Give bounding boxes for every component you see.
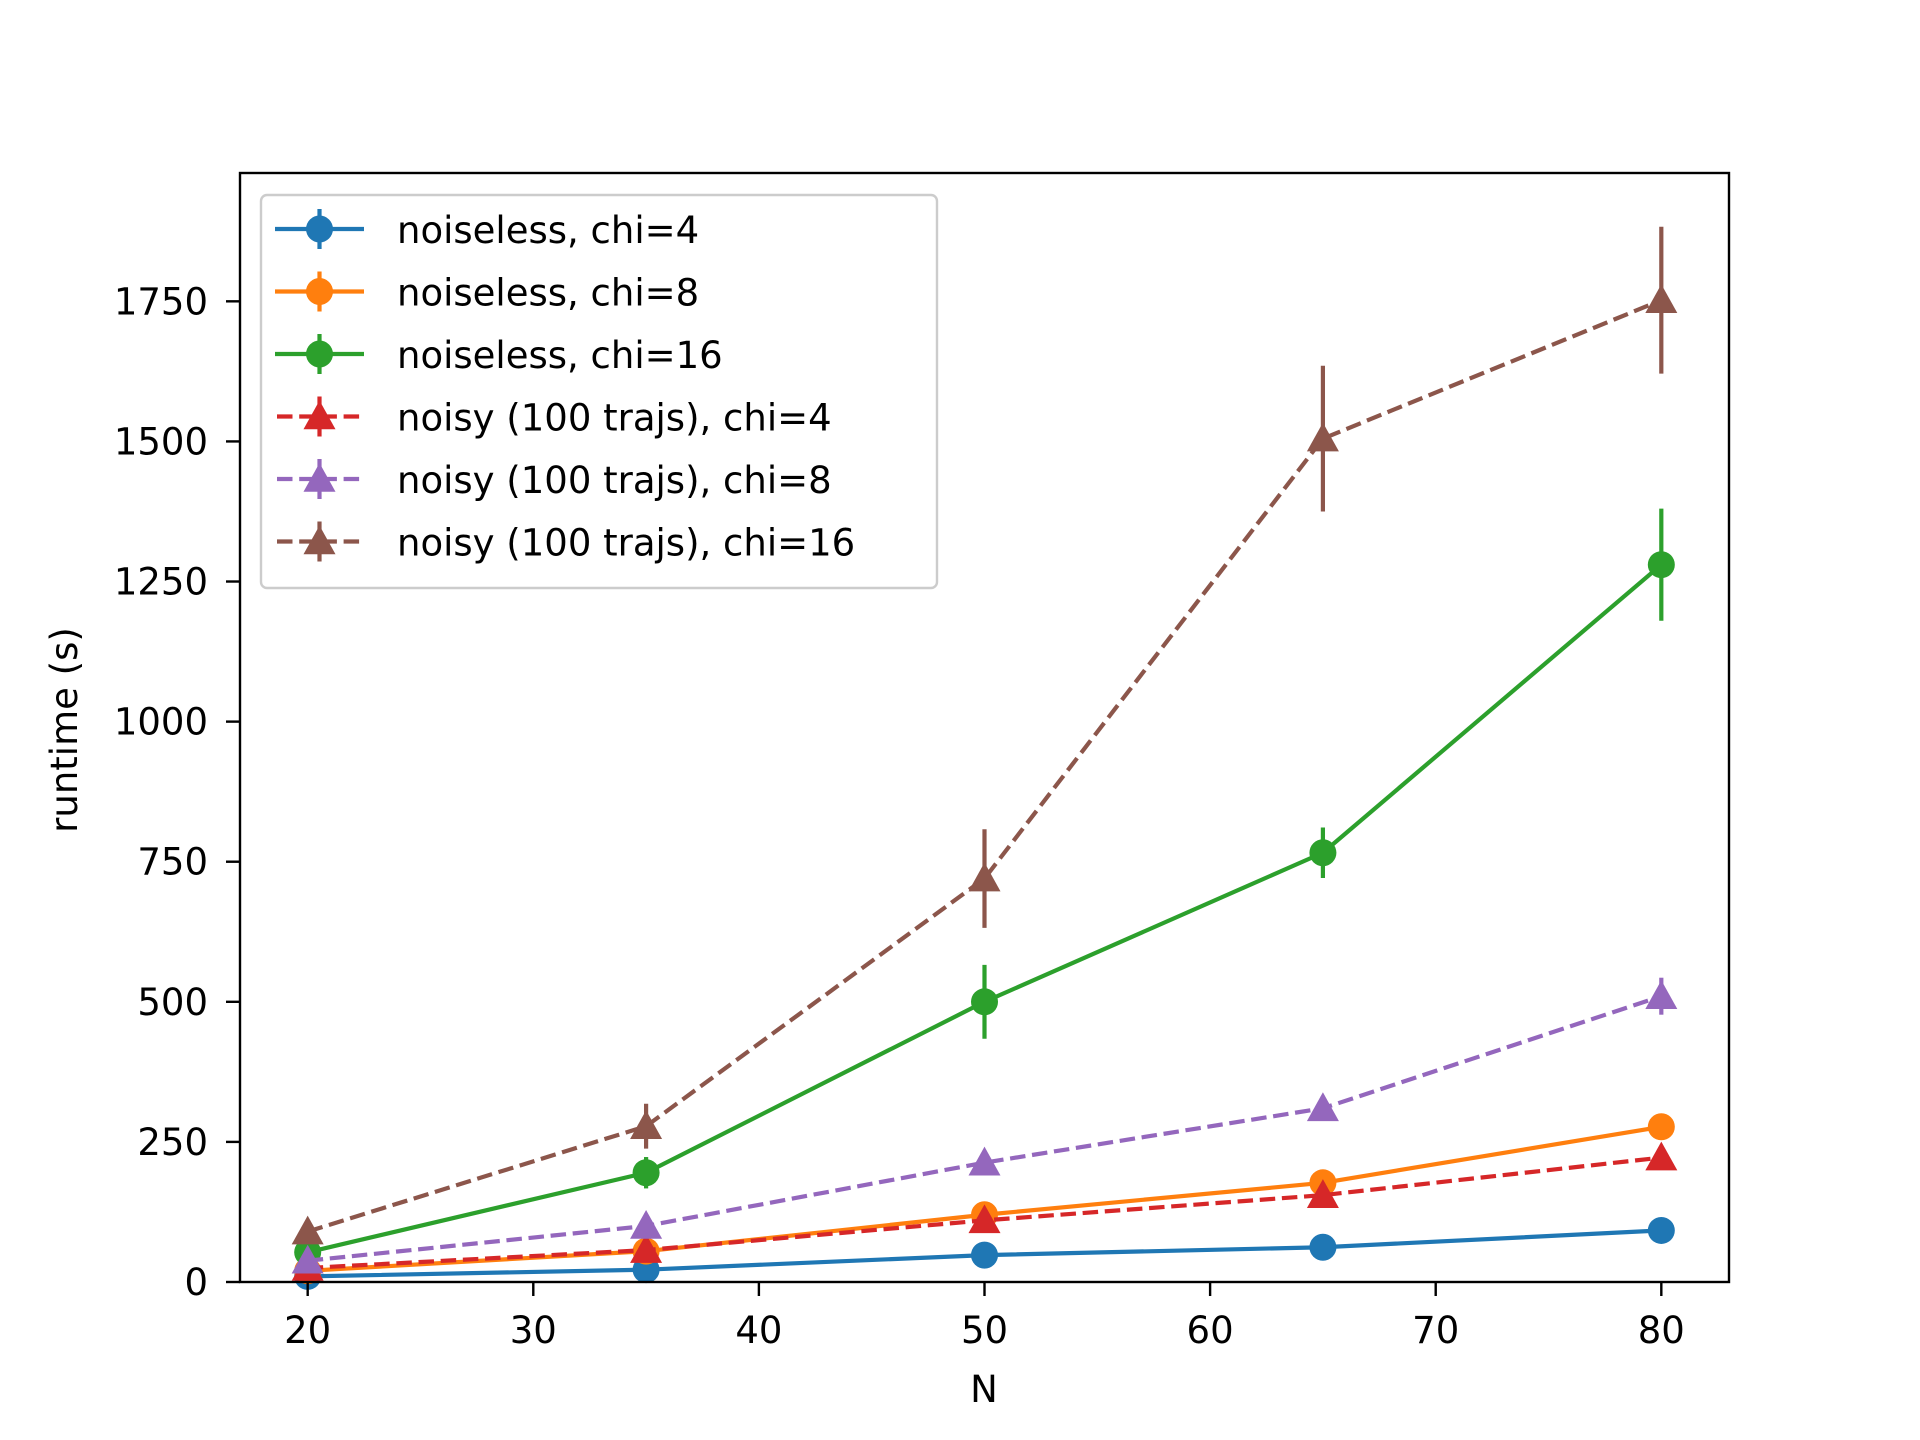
data-point: [630, 1110, 663, 1140]
legend: noiseless, chi=4 noiseless, chi=8 noiseles…: [259, 193, 939, 590]
y-tick-label: 1750: [114, 280, 208, 323]
data-point: [1645, 284, 1678, 314]
y-axis-ticks: 0 250 500 750 1000 1250 1500 1750: [114, 280, 240, 1304]
series-layer: [291, 226, 1678, 1290]
legend-marker: [303, 400, 336, 430]
legend-label: noisy (100 trajs), chi=16: [397, 522, 855, 565]
legend-item: noiseless, chi=16: [275, 334, 723, 377]
legend-item: noisy (100 trajs), chi=8: [277, 459, 832, 502]
y-tick-label: 0: [184, 1261, 208, 1304]
data-point: [1645, 1141, 1678, 1171]
data-point: [971, 988, 998, 1016]
x-tick-label: 80: [1638, 1309, 1685, 1352]
series-line: [307, 298, 1663, 1234]
legend-frame: [259, 193, 939, 590]
y-axis-label: runtime (s): [43, 627, 86, 833]
legend-item: noiseless, chi=4: [275, 209, 699, 252]
legend-item: noisy (100 trajs), chi=16: [277, 521, 855, 565]
x-tick-label: 30: [510, 1309, 557, 1352]
data-point: [1306, 1179, 1339, 1208]
legend-item: noiseless, chi=8: [275, 271, 699, 315]
data-point: [291, 1244, 324, 1274]
data-point: [1306, 1092, 1339, 1122]
y-tick-label: 1000: [114, 701, 208, 744]
legend-label: noiseless, chi=16: [397, 334, 723, 377]
legend-marker: [306, 278, 333, 305]
legend-label: noiseless, chi=8: [397, 272, 699, 315]
data-point: [971, 1241, 998, 1269]
data-point: [630, 1209, 663, 1239]
data-point: [630, 1234, 663, 1263]
data-point: [968, 1204, 1001, 1234]
x-tick-label: 50: [961, 1309, 1008, 1352]
x-tick-label: 20: [284, 1309, 331, 1352]
series-4: [291, 977, 1678, 1274]
y-tick-label: 250: [137, 1121, 208, 1164]
legend-marker: [306, 215, 333, 243]
legend-marker: [303, 463, 336, 492]
series-0: [294, 1216, 1675, 1290]
x-axis-label: N: [970, 1368, 998, 1411]
legend-label: noiseless, chi=4: [397, 209, 699, 252]
data-point: [968, 862, 1001, 892]
y-tick-label: 500: [137, 981, 208, 1024]
y-tick-label: 1250: [114, 561, 208, 604]
legend-label: noisy (100 trajs), chi=4: [397, 397, 832, 440]
legend-label: noisy (100 trajs), chi=8: [397, 459, 832, 502]
legend-items: noiseless, chi=4 noiseless, chi=8 noiseles…: [275, 209, 855, 565]
data-point: [632, 1256, 660, 1284]
x-axis-ticks: 20 30 40 50 60 70 80: [284, 1282, 1685, 1352]
data-point: [968, 1146, 1001, 1176]
data-point: [1647, 1113, 1675, 1141]
x-tick-label: 70: [1412, 1309, 1459, 1352]
data-point: [1309, 1233, 1337, 1261]
x-tick-label: 60: [1187, 1309, 1234, 1352]
data-point: [1647, 1216, 1675, 1244]
legend-marker: [303, 525, 336, 555]
data-point: [632, 1159, 660, 1187]
legend-marker: [306, 340, 333, 368]
data-point: [291, 1215, 324, 1245]
legend-item: noisy (100 trajs), chi=4: [277, 396, 832, 440]
data-point: [1306, 422, 1339, 452]
y-tick-label: 1500: [114, 420, 208, 463]
series-5: [291, 226, 1678, 1245]
data-point: [1647, 551, 1675, 579]
x-tick-label: 40: [735, 1309, 782, 1352]
series-line: [307, 994, 1662, 1263]
data-point: [1645, 980, 1678, 1010]
data-point: [1309, 839, 1337, 867]
y-tick-label: 750: [137, 841, 208, 884]
